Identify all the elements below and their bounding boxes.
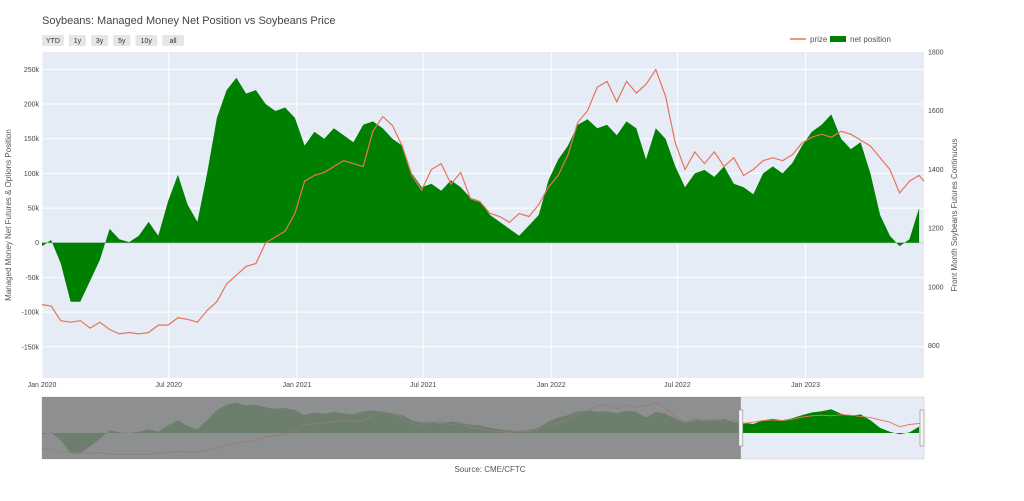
- chart-title: Soybeans: Managed Money Net Position vs …: [42, 15, 336, 27]
- y-left-tick-label: -150k: [21, 344, 39, 351]
- x-tick-label: Jul 2021: [410, 382, 437, 389]
- legend-net-position-label: net position: [850, 35, 891, 44]
- legend-net-position-swatch: [830, 36, 846, 42]
- y-right-tick-label: 1800: [928, 50, 944, 57]
- y-left-tick-label: 150k: [24, 136, 40, 143]
- main-plot: [41, 68, 925, 335]
- range-slider[interactable]: [41, 396, 925, 460]
- range-button-10y[interactable]: 10y: [135, 35, 158, 46]
- range-button-5y[interactable]: 5y: [113, 35, 131, 46]
- range-button-label: YTD: [46, 38, 60, 45]
- range-button-label: 5y: [118, 38, 126, 45]
- y-right-axis-label: Front Month Soybeans Futures Continuous: [950, 139, 959, 292]
- net-position-area: [42, 77, 920, 302]
- y-left-tick-label: 250k: [24, 67, 40, 74]
- y-gridlines: [42, 68, 924, 348]
- y-right-tick-label: 1600: [928, 108, 944, 115]
- x-tick-label: Jul 2022: [664, 382, 691, 389]
- y-left-tick-label: -50k: [25, 275, 39, 282]
- range-button-label: all: [170, 38, 177, 45]
- y-left-tick-label: 100k: [24, 171, 40, 178]
- range-button-all[interactable]: all: [162, 35, 184, 46]
- range-button-label: 1y: [74, 38, 82, 45]
- y-left-tick-label: 200k: [24, 102, 40, 109]
- legend-price-label: prize: [810, 35, 828, 44]
- range-button-label: 10y: [141, 38, 153, 45]
- y-right-ticks: 800 1000 1200 1400 1600 1800: [928, 50, 944, 351]
- y-left-tick-label: 0: [35, 240, 39, 247]
- range-button-label: 3y: [96, 38, 104, 45]
- source-note: Source: CME/CFTC: [454, 465, 525, 474]
- y-left-ticks: -150k -100k -50k 0 50k 100k 150k 200k 250k: [21, 67, 39, 351]
- range-buttons: YTD 1y 3y 5y 10y all: [42, 35, 184, 46]
- y-left-axis-label: Managed Money Net Futures & Options Posi…: [4, 129, 13, 301]
- price-line: [41, 68, 925, 335]
- range-slider-unselected-mask: [42, 397, 741, 459]
- x-tick-label: Jan 2020: [28, 382, 57, 389]
- range-slider-left-handle[interactable]: [738, 409, 744, 447]
- y-right-tick-label: 1200: [928, 226, 944, 233]
- x-ticks: Jan 2020 Jul 2020 Jan 2021 Jul 2021 Jan 2022…: [28, 382, 820, 389]
- x-tick-label: Jan 2022: [537, 382, 566, 389]
- range-button-3y[interactable]: 3y: [91, 35, 109, 46]
- range-button-1y[interactable]: 1y: [68, 35, 86, 46]
- y-right-tick-label: 800: [928, 343, 940, 350]
- range-button-ytd[interactable]: YTD: [42, 35, 64, 46]
- y-right-tick-label: 1000: [928, 284, 944, 291]
- y-left-tick-label: 50k: [28, 206, 40, 213]
- range-slider-right-handle[interactable]: [919, 409, 925, 447]
- x-tick-label: Jan 2023: [791, 382, 820, 389]
- legend: prize net position: [790, 35, 891, 44]
- y-right-tick-label: 1400: [928, 167, 944, 174]
- y-left-tick-label: -100k: [21, 310, 39, 317]
- x-tick-label: Jan 2021: [283, 382, 312, 389]
- x-tick-label: Jul 2020: [156, 382, 183, 389]
